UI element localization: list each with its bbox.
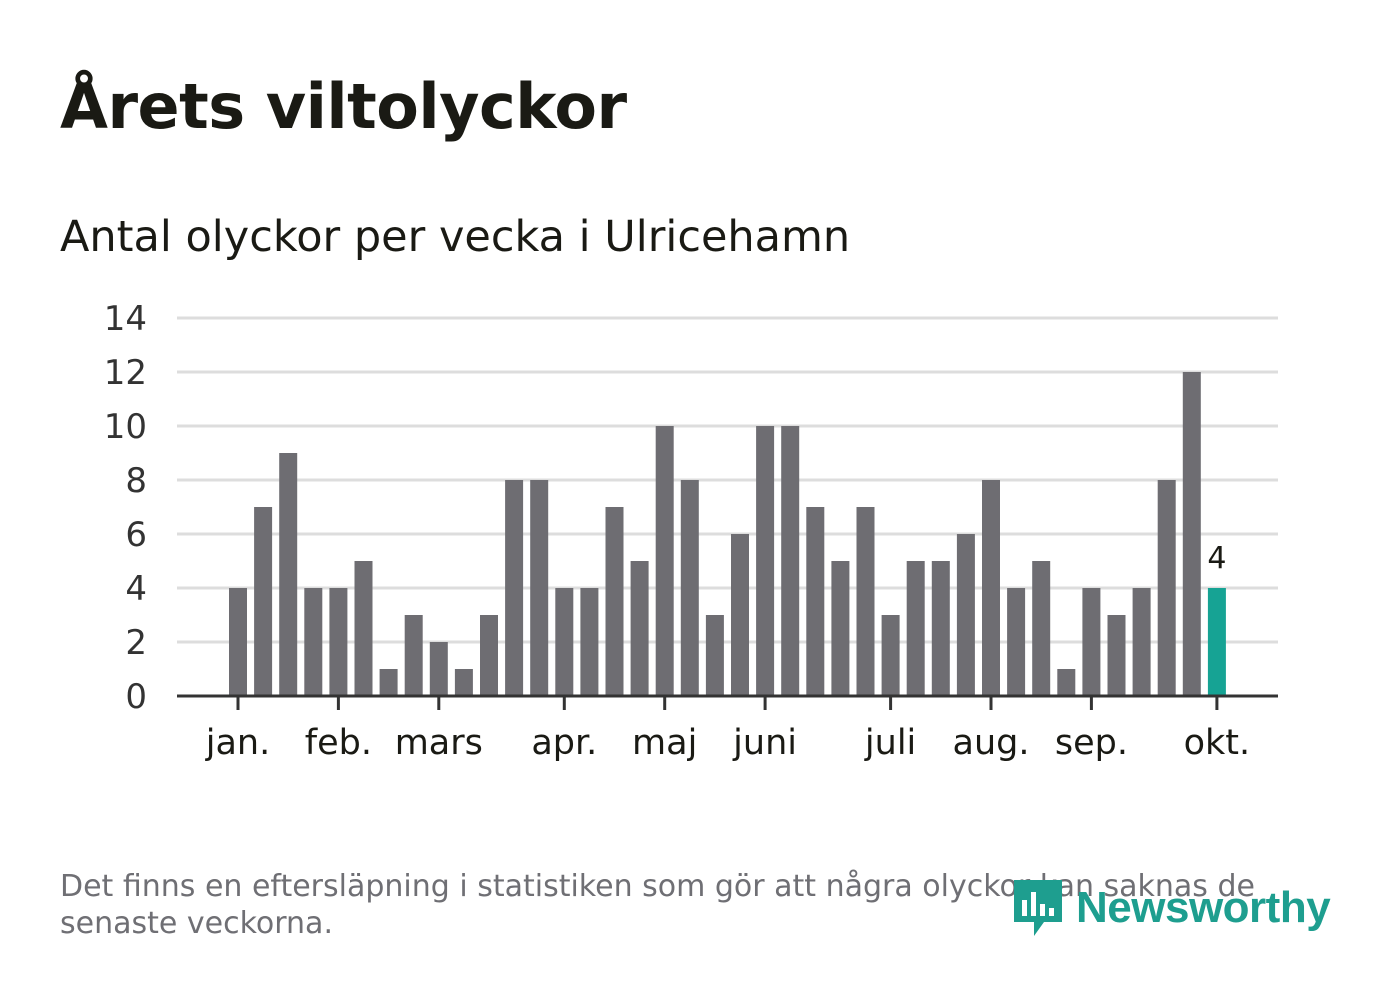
bar xyxy=(705,615,724,696)
x-tick-label: jan. xyxy=(205,723,270,763)
bar xyxy=(1107,615,1126,696)
y-tick-label: 10 xyxy=(104,407,147,447)
bar xyxy=(931,561,950,696)
bar xyxy=(580,588,599,696)
bar xyxy=(856,507,875,696)
bar xyxy=(831,561,850,696)
y-tick-label: 12 xyxy=(104,353,147,393)
bar xyxy=(630,561,649,696)
bar xyxy=(956,534,975,696)
bar xyxy=(454,669,473,696)
bar xyxy=(505,480,524,696)
x-tick-label: mars xyxy=(395,723,483,763)
x-tick-label: sep. xyxy=(1055,723,1128,763)
bar xyxy=(1032,561,1051,696)
newsworthy-logo-icon xyxy=(1014,880,1062,936)
x-tick-label: aug. xyxy=(953,723,1030,763)
x-tick-label: feb. xyxy=(305,723,372,763)
y-tick-label: 4 xyxy=(125,569,147,609)
newsworthy-logo-text: Newsworthy xyxy=(1076,883,1331,932)
bar xyxy=(982,480,1000,696)
x-tick-label: okt. xyxy=(1184,723,1251,763)
bar xyxy=(1182,372,1201,696)
highlight-value-label: 4 xyxy=(1207,541,1226,576)
bar xyxy=(229,588,247,696)
bar xyxy=(731,534,749,696)
y-tick-label: 8 xyxy=(125,461,147,501)
y-axis-ticks: 0 2 4 6 8 10 12 14 xyxy=(104,299,147,717)
x-axis: jan. feb. mars apr. maj juni juli aug. sep. okt. xyxy=(177,694,1278,763)
chart-subtitle: Antal olyckor per vecka i Ulricehamn xyxy=(60,212,851,262)
bar xyxy=(555,588,574,696)
bar xyxy=(379,669,398,696)
y-tick-label: 6 xyxy=(125,515,147,555)
newsworthy-logo: Newsworthy xyxy=(1010,876,1331,940)
bar xyxy=(881,615,900,696)
bar xyxy=(680,480,699,696)
y-tick-label: 14 xyxy=(104,299,147,339)
bar xyxy=(254,507,273,696)
bar xyxy=(480,615,498,696)
bar xyxy=(1057,669,1076,696)
bar xyxy=(1007,588,1026,696)
bar xyxy=(404,615,423,696)
bar xyxy=(1082,588,1101,696)
bar xyxy=(806,507,825,696)
x-tick-label: apr. xyxy=(531,723,597,763)
bar xyxy=(1157,480,1176,696)
bar xyxy=(530,480,549,696)
bar xyxy=(605,507,624,696)
bar xyxy=(304,588,323,696)
data-labels: 4 xyxy=(1207,541,1226,576)
chart-title: Årets viltolyckor xyxy=(60,70,627,143)
bar xyxy=(756,426,775,696)
bar xyxy=(329,588,348,696)
bar-highlight xyxy=(1207,588,1226,696)
bar xyxy=(354,561,373,696)
y-tick-label: 0 xyxy=(125,677,147,717)
x-tick-label: maj xyxy=(632,723,697,763)
x-tick-label: juni xyxy=(732,723,797,763)
bar xyxy=(429,642,448,696)
y-tick-label: 2 xyxy=(125,623,147,663)
x-tick-label: juli xyxy=(864,723,916,763)
bar xyxy=(906,561,925,696)
bar xyxy=(655,426,674,696)
bar xyxy=(1132,588,1151,696)
bar xyxy=(279,453,298,696)
bar xyxy=(781,426,800,696)
bars xyxy=(229,372,1226,696)
